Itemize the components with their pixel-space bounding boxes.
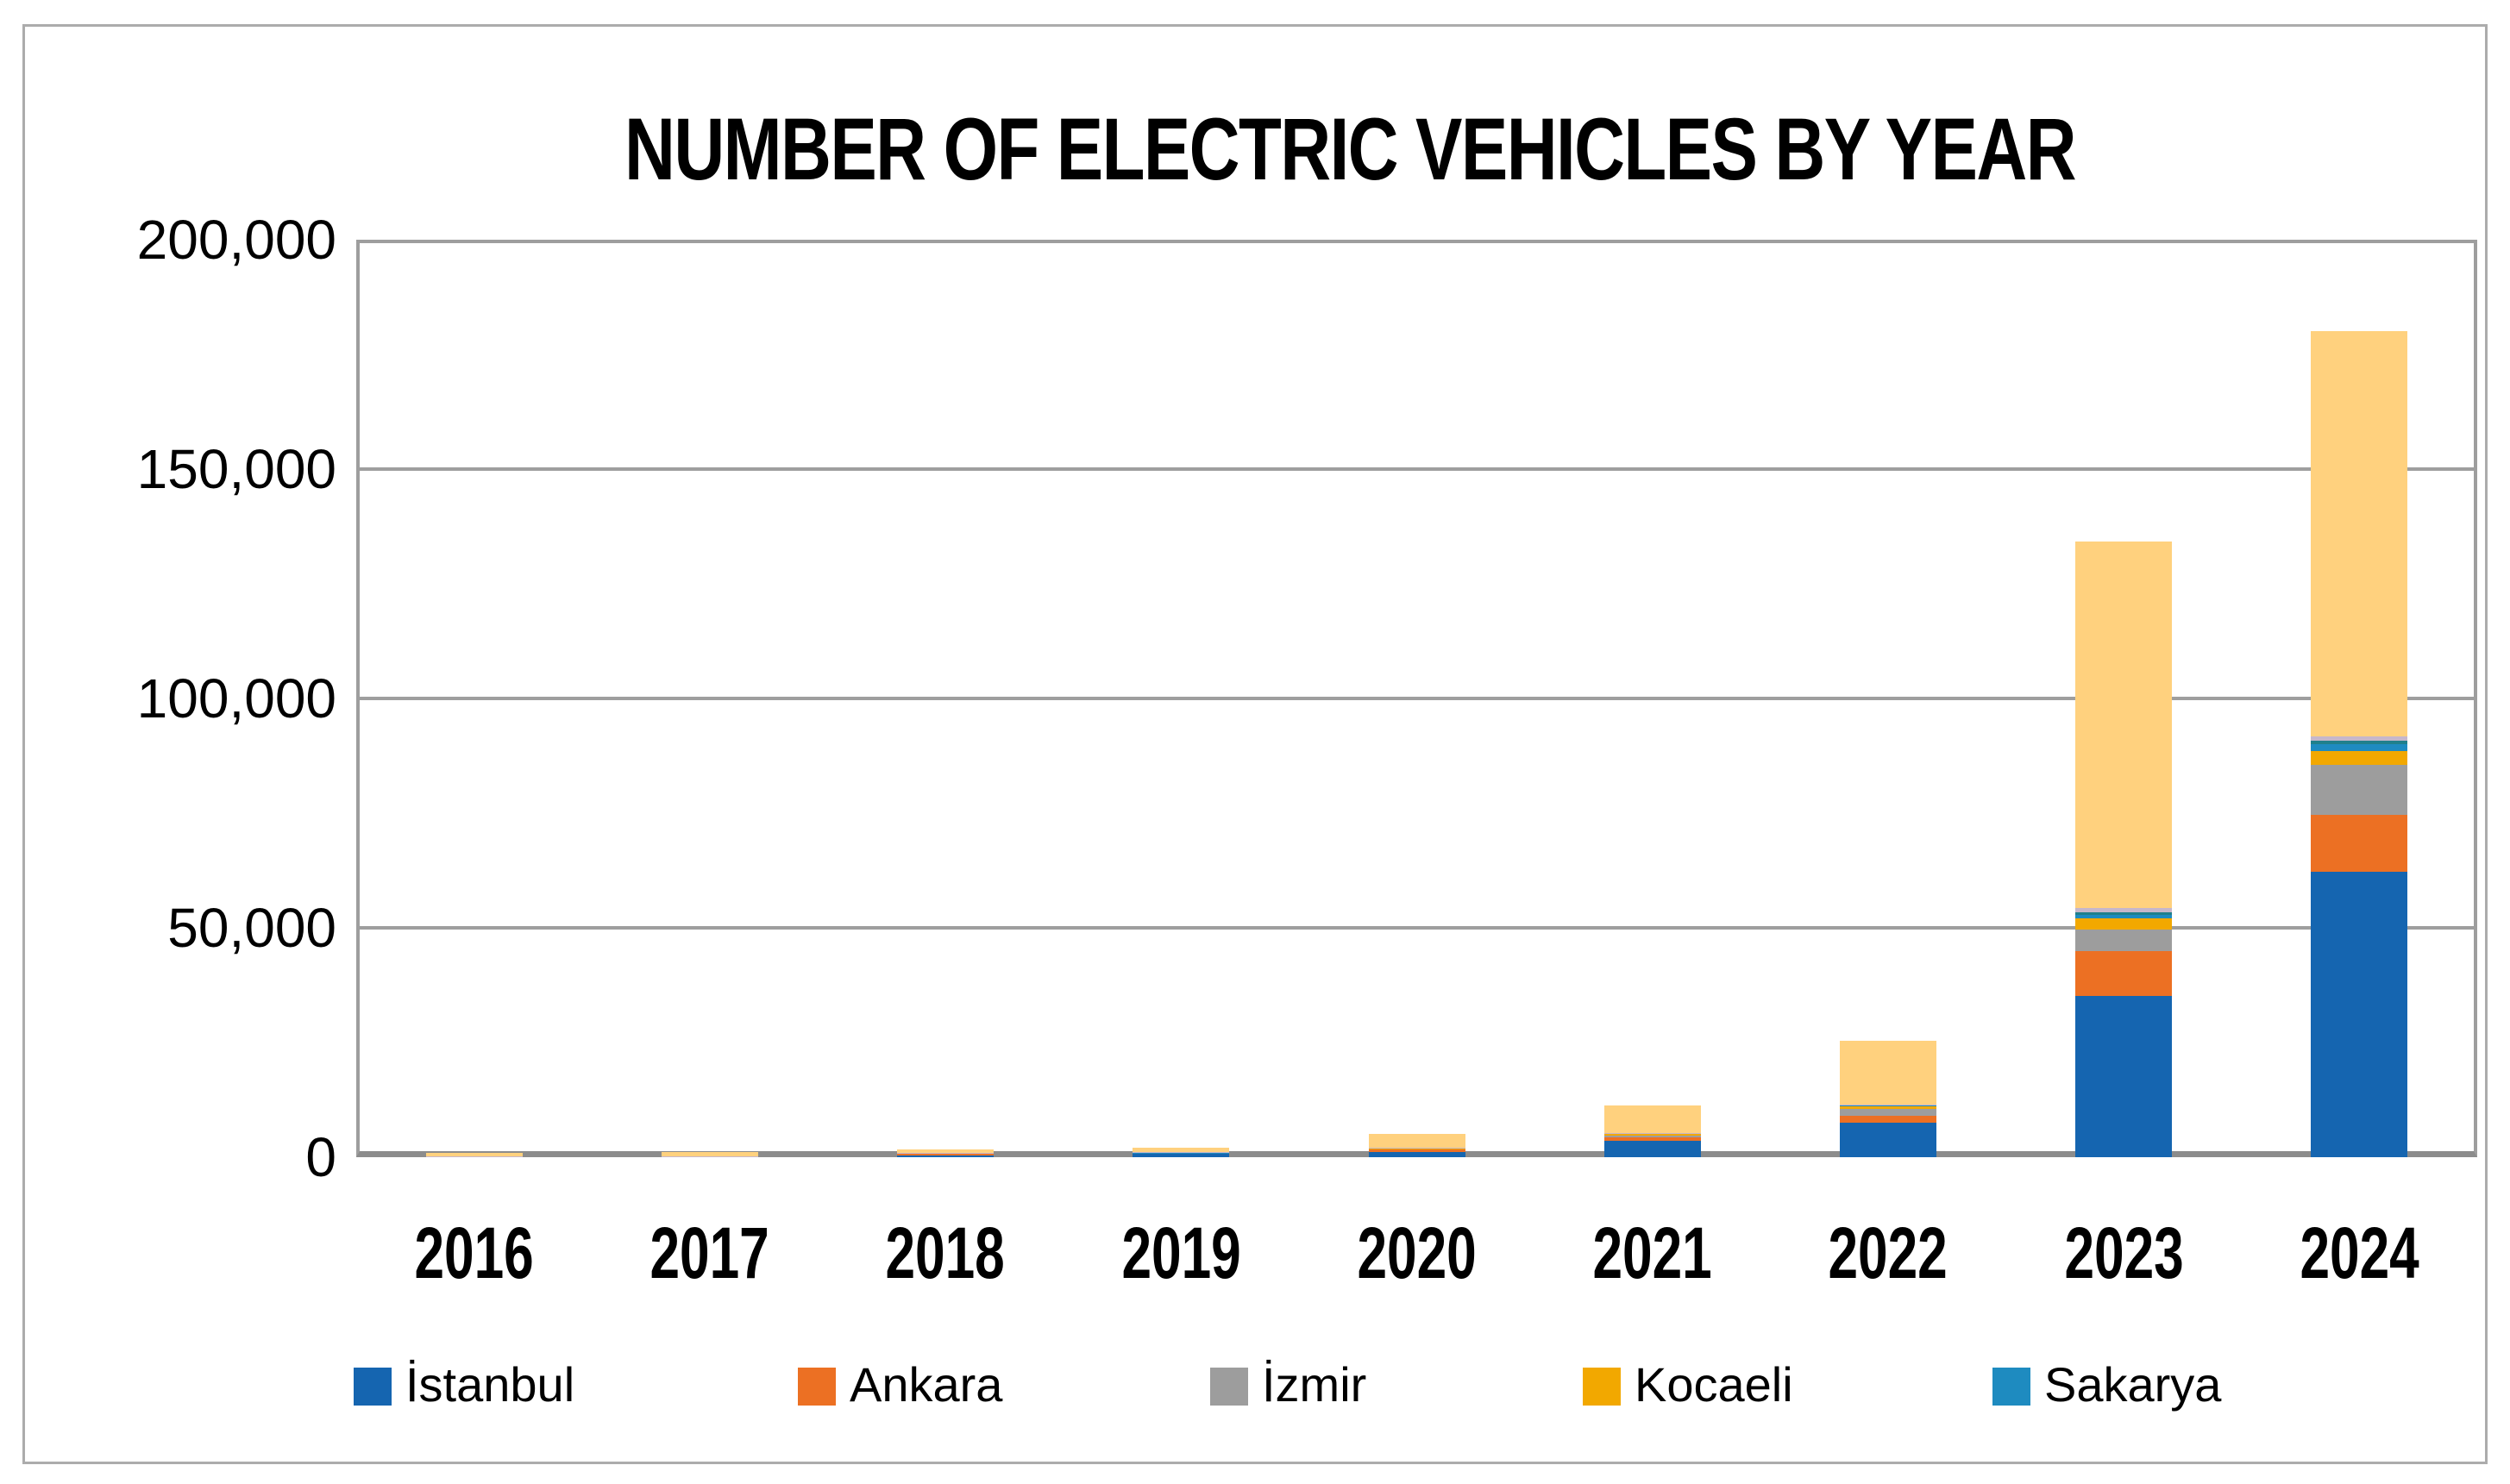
legend-swatch-kocaeli (1583, 1368, 1621, 1406)
bar-segment-sakarya (1839, 1105, 1936, 1107)
bar-segment-unlabeled-peach (2075, 542, 2173, 908)
bar-segment-ankara (1839, 1116, 1936, 1124)
x-tick-label: 2022 (1828, 1212, 1948, 1293)
bar-segment-unlabeled-peach (2311, 330, 2408, 737)
bar-segment-unlabeled-lavender (661, 1155, 758, 1157)
bar-segment-unlabeled-peach (1368, 1134, 1465, 1149)
bar-segment-unlabeled-lavender (2075, 907, 2173, 912)
bar-segment-kocaeli (2075, 917, 2173, 930)
x-tick-label: 2019 (1121, 1212, 1241, 1293)
bar-segment-unlabeled-peach (1839, 1040, 1936, 1105)
bar-segment-izmir (1839, 1109, 1936, 1117)
bar-segment-ankara (2311, 815, 2408, 873)
bar-segment-unlabeled-teal (2075, 911, 2173, 915)
bar-segment-ankara (1133, 1153, 1230, 1154)
bar-segment-istanbul (2311, 872, 2408, 1157)
legend-label-istanbul: İstanbul (405, 1357, 575, 1412)
bar-segment-unlabeled-peach (897, 1149, 995, 1153)
chart-title: NUMBER OF ELECTRIC VEHICLES BY YEAR (624, 100, 2077, 198)
bar-segment-istanbul (897, 1155, 995, 1157)
x-tick-label: 2023 (2064, 1212, 2184, 1293)
bar-segment-unlabeled-lavender (2311, 736, 2408, 742)
legend-label-sakarya: Sakarya (2044, 1357, 2222, 1412)
bar-segment-sakarya (1603, 1133, 1701, 1134)
bar-segment-unlabeled-teal (1603, 1132, 1701, 1134)
legend-swatch-sakarya (1992, 1368, 2030, 1406)
gridline (356, 697, 2477, 700)
y-tick-label: 200,000 (136, 209, 336, 271)
bar-segment-unlabeled-teal (2311, 741, 2408, 745)
bar-segment-unlabeled-lavender (425, 1156, 523, 1157)
bar-segment-unlabeled-lavender (1603, 1132, 1701, 1134)
legend-label-izmir: İzmir (1262, 1357, 1367, 1412)
x-tick-label: 2021 (1592, 1212, 1712, 1293)
bar-segment-istanbul (2075, 995, 2173, 1157)
legend-label-ankara: Ankara (850, 1357, 1003, 1412)
x-tick-label: 2024 (2300, 1212, 2419, 1293)
bar-segment-unlabeled-peach (1603, 1105, 1701, 1133)
bar-segment-unlabeled-peach (1133, 1147, 1230, 1153)
y-tick-label: 0 (305, 1126, 336, 1188)
legend-swatch-istanbul (354, 1368, 392, 1406)
bar-segment-ankara (897, 1153, 995, 1156)
x-tick-label: 2017 (649, 1212, 769, 1293)
x-tick-label: 2018 (885, 1212, 1006, 1293)
bar-segment-kocaeli (1603, 1133, 1701, 1136)
bar-segment-izmir (1133, 1152, 1230, 1154)
bar-segment-izmir (2311, 765, 2408, 816)
bar-segment-istanbul (1368, 1151, 1465, 1157)
bar-segment-unlabeled-lavender (1133, 1152, 1230, 1153)
bar-segment-unlabeled-peach (661, 1152, 758, 1156)
x-tick-label: 2020 (1357, 1212, 1477, 1293)
y-tick-label: 150,000 (136, 438, 336, 500)
bar-segment-sakarya (2075, 914, 2173, 918)
gridline (356, 926, 2477, 930)
bar-segment-unlabeled-peach (425, 1153, 523, 1156)
bar-segment-sakarya (2311, 744, 2408, 752)
x-tick-label: 2016 (414, 1212, 534, 1293)
legend-label-kocaeli: Kocaeli (1635, 1357, 1793, 1412)
bar-segment-ankara (1603, 1136, 1701, 1141)
bar-segment-unlabeled-lavender (1368, 1148, 1465, 1149)
bar-segment-istanbul (1133, 1154, 1230, 1157)
legend-swatch-ankara (798, 1368, 836, 1406)
y-tick-label: 100,000 (136, 667, 336, 729)
bar-segment-istanbul (1839, 1123, 1936, 1157)
bar-segment-kocaeli (2311, 751, 2408, 766)
bar-segment-izmir (1603, 1135, 1701, 1137)
bar-segment-istanbul (661, 1156, 758, 1157)
bar-segment-ankara (2075, 950, 2173, 996)
bar-segment-unlabeled-lavender (897, 1152, 995, 1154)
legend-swatch-izmir (1210, 1368, 1248, 1406)
chart-outer-border (22, 24, 2488, 1464)
bar-segment-izmir (2075, 929, 2173, 951)
y-tick-label: 50,000 (167, 897, 336, 959)
bar-segment-istanbul (1603, 1140, 1701, 1157)
bar-segment-kocaeli (1839, 1106, 1936, 1110)
gridline (356, 467, 2477, 471)
bar-segment-ankara (1368, 1149, 1465, 1152)
